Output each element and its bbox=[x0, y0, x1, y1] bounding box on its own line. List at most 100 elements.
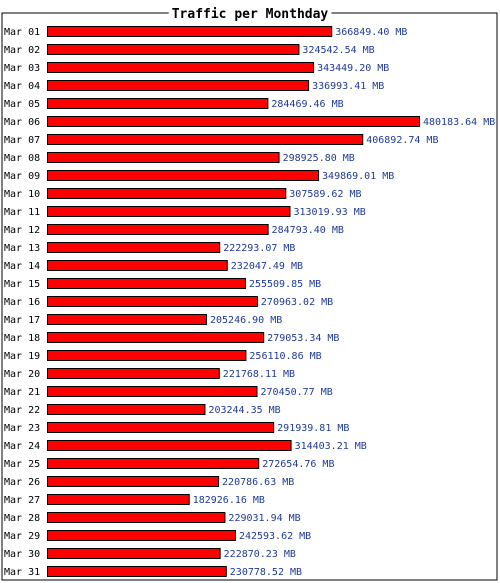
category-label: Mar 05 bbox=[4, 99, 40, 110]
value-label: 284793.40 MB bbox=[272, 225, 344, 236]
bar bbox=[47, 476, 220, 487]
value-label: 314403.21 MB bbox=[295, 441, 367, 452]
category-label: Mar 23 bbox=[4, 423, 40, 434]
value-label: 182926.16 MB bbox=[193, 495, 265, 506]
category-label: Mar 29 bbox=[4, 531, 40, 542]
value-label: 270450.77 MB bbox=[261, 387, 333, 398]
bar bbox=[47, 368, 220, 379]
bar bbox=[47, 530, 236, 541]
category-label: Mar 18 bbox=[4, 333, 40, 344]
bar bbox=[47, 458, 260, 469]
category-label: Mar 28 bbox=[4, 513, 40, 524]
bar bbox=[47, 278, 246, 289]
category-label: Mar 13 bbox=[4, 243, 40, 254]
bars bbox=[47, 26, 420, 577]
category-label: Mar 22 bbox=[4, 405, 40, 416]
value-label: 313019.93 MB bbox=[293, 207, 365, 218]
category-label: Mar 08 bbox=[4, 153, 40, 164]
category-label: Mar 31 bbox=[4, 567, 40, 578]
category-label: Mar 09 bbox=[4, 171, 40, 182]
category-labels: Mar 01 Mar 02 Mar 03 Mar 04 Mar 05 Mar 06 Mar … bbox=[4, 27, 40, 578]
bar bbox=[47, 44, 300, 55]
category-label: Mar 12 bbox=[4, 225, 40, 236]
category-label: Mar 01 bbox=[4, 27, 40, 38]
bar bbox=[47, 566, 227, 577]
value-label: 255509.85 MB bbox=[249, 279, 321, 290]
chart-frame bbox=[1, 11, 498, 581]
category-label: Mar 21 bbox=[4, 387, 40, 398]
bar bbox=[47, 386, 258, 397]
value-label: 298925.80 MB bbox=[283, 153, 355, 164]
value-label: 272654.76 MB bbox=[262, 459, 334, 470]
category-label: Mar 16 bbox=[4, 297, 40, 308]
value-label: 343449.20 MB bbox=[317, 63, 389, 74]
bar bbox=[47, 62, 315, 73]
value-label: 366849.40 MB bbox=[335, 27, 407, 38]
category-label: Mar 19 bbox=[4, 351, 40, 362]
bar bbox=[47, 404, 206, 415]
category-label: Mar 03 bbox=[4, 63, 40, 74]
category-label: Mar 10 bbox=[4, 189, 40, 200]
value-label: 324542.54 MB bbox=[302, 45, 374, 56]
value-label: 222293.07 MB bbox=[223, 243, 295, 254]
value-label: 349869.01 MB bbox=[322, 171, 394, 182]
category-label: Mar 11 bbox=[4, 207, 40, 218]
bar bbox=[47, 350, 247, 361]
bar bbox=[47, 242, 221, 253]
category-label: Mar 24 bbox=[4, 441, 40, 452]
bar bbox=[47, 314, 208, 325]
category-label: Mar 17 bbox=[4, 315, 40, 326]
bar bbox=[47, 170, 320, 181]
value-label: 270963.02 MB bbox=[261, 297, 333, 308]
bar bbox=[47, 26, 333, 37]
category-label: Mar 26 bbox=[4, 477, 40, 488]
value-label: 220786.63 MB bbox=[222, 477, 294, 488]
category-label: Mar 20 bbox=[4, 369, 40, 380]
value-label: 291939.81 MB bbox=[277, 423, 349, 434]
bar bbox=[47, 98, 269, 109]
value-label: 232047.49 MB bbox=[231, 261, 303, 272]
bar bbox=[47, 512, 226, 523]
value-label: 284469.46 MB bbox=[271, 99, 343, 110]
category-label: Mar 14 bbox=[4, 261, 40, 272]
value-labels: 366849.40 MB 324542.54 MB 343449.20 MB 3369… bbox=[193, 27, 496, 578]
bar bbox=[47, 224, 269, 235]
value-label: 480183.64 MB bbox=[423, 117, 495, 128]
category-label: Mar 06 bbox=[4, 117, 40, 128]
bar bbox=[47, 422, 275, 433]
value-label: 229031.94 MB bbox=[228, 513, 300, 524]
bar bbox=[47, 296, 258, 307]
title-gap bbox=[168, 11, 332, 16]
bar bbox=[47, 80, 310, 91]
bar bbox=[47, 260, 228, 271]
bar bbox=[47, 206, 291, 217]
value-label: 221768.11 MB bbox=[223, 369, 295, 380]
value-label: 279053.34 MB bbox=[267, 333, 339, 344]
value-label: 336993.41 MB bbox=[312, 81, 384, 92]
bar bbox=[47, 440, 292, 451]
category-label: Mar 02 bbox=[4, 45, 40, 56]
value-label: 256110.86 MB bbox=[249, 351, 321, 362]
bar bbox=[47, 152, 280, 163]
category-label: Mar 30 bbox=[4, 549, 40, 560]
value-label: 406892.74 MB bbox=[366, 135, 438, 146]
bar bbox=[47, 134, 364, 145]
bar bbox=[47, 494, 190, 505]
category-label: Mar 15 bbox=[4, 279, 40, 290]
bar bbox=[47, 116, 420, 127]
value-label: 222870.23 MB bbox=[224, 549, 296, 560]
value-label: 242593.62 MB bbox=[239, 531, 311, 542]
bar bbox=[47, 188, 287, 199]
chart-title: Traffic per Monthday bbox=[172, 7, 329, 22]
value-label: 203244.35 MB bbox=[208, 405, 280, 416]
category-label: Mar 07 bbox=[4, 135, 40, 146]
category-label: Mar 27 bbox=[4, 495, 40, 506]
category-label: Mar 25 bbox=[4, 459, 40, 470]
bar bbox=[47, 332, 265, 343]
bar bbox=[47, 548, 221, 559]
value-label: 307589.62 MB bbox=[289, 189, 361, 200]
value-label: 230778.52 MB bbox=[230, 567, 302, 578]
value-label: 205246.90 MB bbox=[210, 315, 282, 326]
category-label: Mar 04 bbox=[4, 81, 40, 92]
